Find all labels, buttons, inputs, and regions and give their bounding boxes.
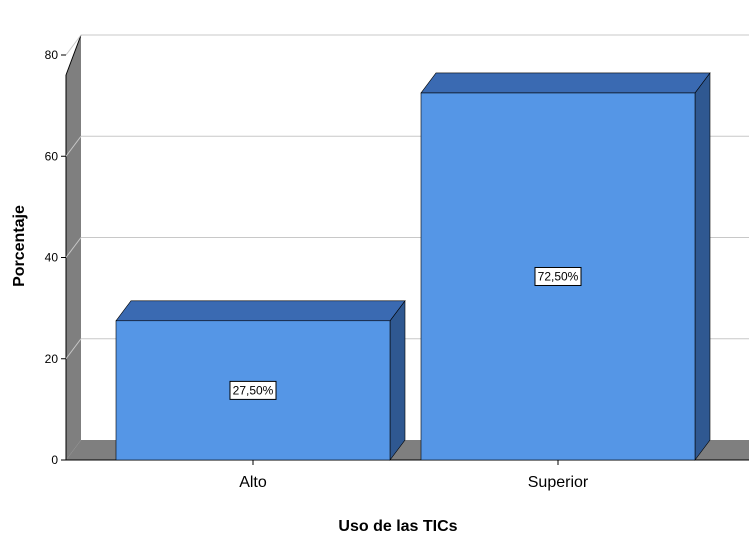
data-labels: 27,50% 72,50%	[229, 266, 582, 400]
gridline-wall	[65, 338, 82, 360]
gridline-wall	[65, 135, 82, 157]
y-tick-label: 0	[51, 453, 58, 467]
data-label-box	[534, 266, 582, 286]
y-tick-label: 40	[45, 251, 59, 265]
data-label: 27,50%	[233, 383, 274, 397]
x-tick-label: Superior	[528, 474, 589, 491]
data-label: 72,50%	[538, 269, 579, 283]
x-category-labels: Alto Superior	[239, 460, 589, 491]
y-tick-label: 60	[45, 149, 59, 163]
x-tick-label: Alto	[239, 474, 267, 491]
bar-side	[694, 72, 711, 461]
bars	[115, 72, 711, 461]
bar-top	[115, 300, 406, 322]
y-tick-label: 20	[45, 352, 59, 366]
bar-side	[389, 299, 406, 461]
gridline-wall	[65, 237, 82, 258]
y-tick-labels: 0 20 40 60 80	[45, 48, 66, 467]
bar-top	[420, 72, 711, 94]
data-label-box	[229, 380, 277, 400]
gridline-wall	[65, 34, 82, 56]
y-axis-title: Porcentaje	[11, 205, 28, 287]
wall-top-edge	[65, 34, 82, 76]
y-tick-label: 80	[45, 48, 59, 62]
x-axis-title: Uso de las TICs	[338, 518, 457, 533]
